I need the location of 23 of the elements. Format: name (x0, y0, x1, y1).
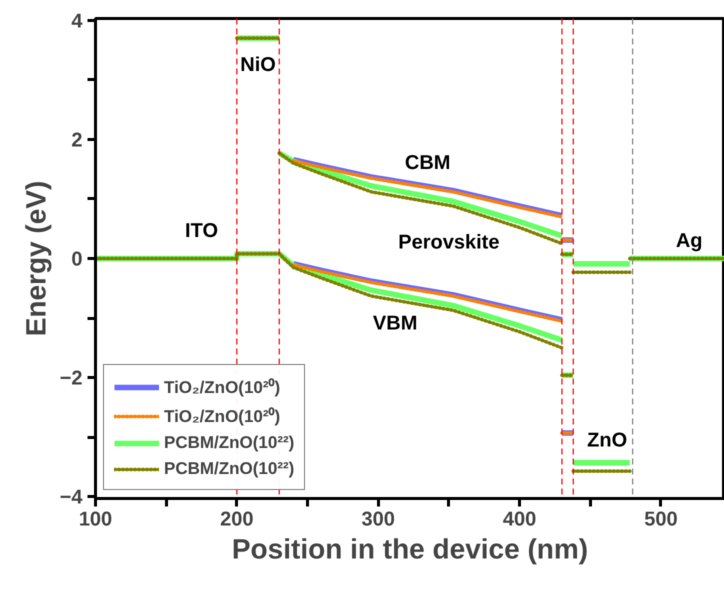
legend-label: TiO₂/ZnO(10²⁰) (164, 377, 280, 398)
legend-label: TiO₂/ZnO(10²⁰) (164, 406, 280, 427)
y-axis-title: Energy (eV) (20, 180, 52, 336)
x-tick-label: 500 (644, 508, 678, 530)
y-tick-label: −2 (60, 368, 83, 390)
y-tick-label: 2 (71, 129, 82, 152)
x-tick-label: 200 (220, 508, 254, 530)
annotation: Perovskite (398, 231, 500, 254)
legend-label: PCBM/ZnO(10²²) (164, 459, 294, 479)
y-tick-label: 4 (71, 10, 84, 32)
x-tick-label: 100 (78, 508, 112, 530)
annotation: ZnO (587, 430, 628, 452)
y-tick-label: 0 (71, 248, 82, 270)
y-tick-label: −4 (60, 486, 84, 509)
annotation: CBM (404, 152, 450, 174)
annotation: VBM (372, 312, 418, 334)
legend-label: PCBM/ZnO(10²²) (164, 433, 294, 453)
x-tick-label: 400 (502, 508, 536, 530)
x-axis-title: Position in the device (nm) (232, 534, 588, 564)
x-tick-label: 300 (362, 508, 395, 530)
annotation: NiO (240, 54, 276, 76)
annotation: Ag (676, 230, 703, 252)
annotation: ITO (185, 220, 218, 242)
